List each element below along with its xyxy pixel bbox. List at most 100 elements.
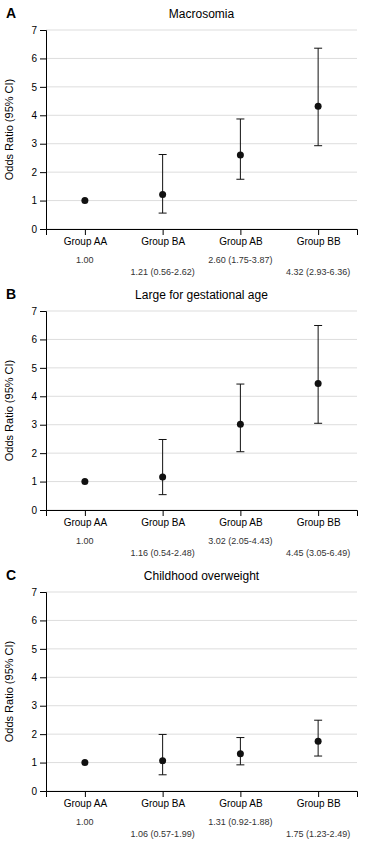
y-tick-mark [40,368,46,369]
x-tick-label: Group BA [141,517,185,528]
y-tick: 1 [31,195,46,206]
x-tick-mark [85,791,86,797]
y-tick-mark [40,482,46,483]
value-label: 1.31 (0.92-1.88) [208,817,272,827]
point [315,380,322,387]
y-tick-mark [40,706,46,707]
point [237,421,244,428]
y-tick-mark [40,791,46,792]
x-axis: Group AA Group BA Group AB Group BB [47,791,358,809]
y-tick-mark [40,734,46,735]
y-axis-line [40,593,47,792]
y-axis: 01234567 [31,306,46,516]
error-bar [318,325,319,423]
error-cap-low [236,764,244,765]
plot-area: 01234567Group AAGroup BAGroup ABGroup BB… [31,587,357,839]
x-tick: Group BB [297,510,341,528]
x-tick-mark [163,229,164,235]
marks [81,48,322,213]
y-tick: 1 [31,476,46,487]
panel-label: A [6,5,16,21]
error-cap-low [159,774,167,775]
y-tick: 0 [31,505,46,516]
grid-line [46,592,357,593]
x-tick-label: Group AB [219,798,263,809]
y-tick-mark [40,229,46,230]
y-axis: 01234567 [31,587,46,797]
y-tick-label: 2 [31,167,37,178]
y-tick: 0 [31,224,46,235]
grid-line [46,396,357,397]
plot-area: 01234567Group AAGroup BAGroup ABGroup BB… [31,25,357,277]
marks [81,325,322,494]
y-tick-label: 3 [31,138,37,149]
x-tick-mark [318,229,319,235]
panel: 01234567Group AAGroup BAGroup ABGroup BB… [3,286,358,558]
x-tick-label: Group AB [219,517,263,528]
x-tick-mark [85,510,86,516]
value-labels: 1.001.06 (0.57-1.99)1.31 (0.92-1.88)1.75… [76,817,350,839]
x-tick: Group AB [219,229,263,247]
x-tick: Group AA [64,229,108,247]
grid-line [46,200,357,201]
error-cap-low [236,179,244,180]
grid-line [46,86,357,87]
y-tick-mark [40,677,46,678]
error-cap-low [314,756,322,757]
grid [46,311,357,510]
x-tick: Group AB [219,510,263,528]
x-tick-mark [163,510,164,516]
y-tick-label: 6 [31,53,37,64]
point [159,757,166,764]
panel: 01234567Group AAGroup BAGroup ABGroup BB… [3,567,358,839]
point [237,152,244,159]
grid-line [46,339,357,340]
x-tick: Group AA [64,791,108,809]
y-tick-label: 0 [31,786,37,797]
x-tick: Group BA [141,510,185,528]
error-cap-high [159,154,167,155]
y-tick-mark [40,115,46,116]
y-tick: 4 [31,110,46,121]
y-tick: 2 [31,167,46,178]
grid-line [46,734,357,735]
value-label: 1.06 (0.57-1.99) [131,829,195,839]
point [81,478,88,485]
y-tick-label: 2 [31,729,37,740]
grid-line [46,311,357,312]
y-tick-mark [40,620,46,621]
y-tick-mark [40,172,46,173]
y-tick: 6 [31,53,46,64]
x-tick: Group BB [297,791,341,809]
y-tick: 0 [31,786,46,797]
value-label: 1.16 (0.54-2.48) [131,548,195,558]
x-tick: Group AB [219,791,263,809]
y-tick: 6 [31,334,46,345]
x-axis: Group AA Group BA Group AB Group BB [47,510,358,528]
y-tick-label: 4 [31,110,37,121]
x-axis: Group AAGroup BAGroup ABGroup BB [47,229,358,247]
x-tick-label: Group BA [141,798,185,809]
y-tick: 1 [31,757,46,768]
y-tick-label: 6 [31,615,37,626]
x-tick-label: Group AA [64,517,108,528]
value-labels: 1.001.21 (0.56-2.62)2.60 (1.75-3.87)4.32… [76,255,350,277]
error-bar [162,734,163,774]
x-tick-label: Group BB [297,236,341,247]
error-cap-high [314,720,322,721]
x-tick: Group BA [141,791,185,809]
grid [46,30,357,229]
error-cap-high [159,439,167,440]
point [159,191,166,198]
x-tick-mark [240,510,241,516]
grid-line [46,705,357,706]
y-tick: 5 [31,82,46,93]
x-tick-label: Group BB [297,517,341,528]
y-axis-title: Odds Ratio (95% CI) [3,641,15,742]
y-tick-label: 0 [31,505,37,516]
y-tick: 4 [31,672,46,683]
grid-line [46,762,357,763]
x-axis-line [47,230,358,236]
x-tick: Group BB [297,229,341,247]
y-tick-label: 7 [31,25,37,36]
